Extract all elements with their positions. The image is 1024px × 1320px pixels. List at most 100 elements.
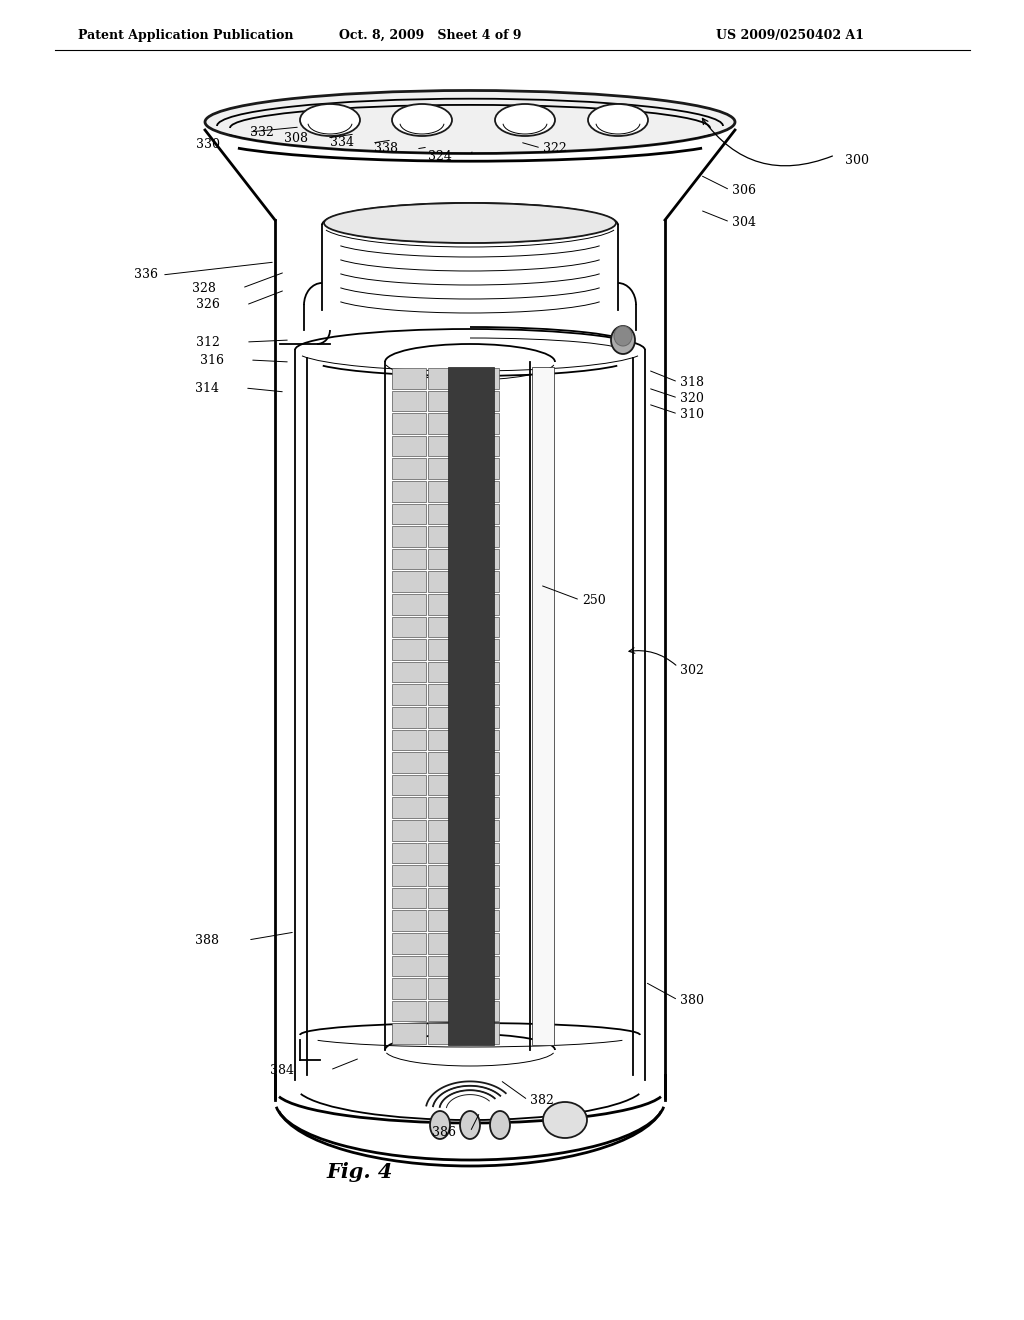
Bar (428, 956, 463, 977)
Bar (428, 842, 463, 863)
Text: 318: 318 (680, 375, 705, 388)
Bar (465, 888, 499, 908)
Text: 300: 300 (845, 153, 869, 166)
Bar (465, 684, 499, 705)
Ellipse shape (611, 326, 635, 354)
Bar (392, 549, 426, 569)
Bar (465, 549, 499, 569)
Text: US 2009/0250402 A1: US 2009/0250402 A1 (716, 29, 864, 41)
Bar (392, 956, 426, 977)
Bar (428, 708, 463, 727)
Bar (465, 775, 499, 796)
Bar (428, 797, 463, 818)
Bar (465, 933, 499, 953)
Bar (392, 594, 426, 615)
Bar (465, 708, 499, 727)
Text: 324: 324 (428, 149, 452, 162)
Bar (392, 978, 426, 999)
Bar (392, 820, 426, 841)
Bar (465, 639, 499, 660)
Bar (428, 413, 463, 434)
Bar (465, 752, 499, 772)
Text: 328: 328 (193, 281, 216, 294)
Bar (392, 865, 426, 886)
Bar (428, 888, 463, 908)
Bar (392, 1023, 426, 1044)
Text: 316: 316 (200, 354, 224, 367)
Bar (392, 708, 426, 727)
Bar (392, 1001, 426, 1022)
Text: 326: 326 (196, 298, 220, 312)
Bar (465, 504, 499, 524)
Text: 386: 386 (432, 1126, 456, 1138)
Text: 302: 302 (680, 664, 703, 676)
Bar (428, 436, 463, 457)
Bar (465, 413, 499, 434)
Bar (428, 661, 463, 682)
Bar (428, 480, 463, 502)
Bar (392, 661, 426, 682)
Text: 306: 306 (732, 183, 756, 197)
Bar (465, 820, 499, 841)
Bar (392, 639, 426, 660)
Ellipse shape (614, 326, 632, 346)
Bar (428, 458, 463, 479)
Bar (392, 458, 426, 479)
Bar (392, 436, 426, 457)
Bar (392, 797, 426, 818)
Bar (465, 865, 499, 886)
Text: 330: 330 (196, 139, 220, 152)
Bar (392, 616, 426, 638)
Text: 320: 320 (680, 392, 703, 404)
Bar (465, 480, 499, 502)
Ellipse shape (490, 1111, 510, 1139)
Bar (428, 775, 463, 796)
Ellipse shape (588, 104, 648, 136)
Bar (392, 730, 426, 750)
Ellipse shape (460, 1111, 480, 1139)
Text: 388: 388 (195, 933, 219, 946)
Bar (392, 413, 426, 434)
Bar (392, 842, 426, 863)
Bar (465, 572, 499, 591)
Text: 332: 332 (250, 125, 273, 139)
Text: 308: 308 (284, 132, 308, 144)
Text: 322: 322 (543, 141, 566, 154)
Bar (465, 842, 499, 863)
Bar (428, 639, 463, 660)
Bar (392, 391, 426, 412)
Bar (449, 367, 494, 1045)
Bar (392, 504, 426, 524)
Bar (428, 504, 463, 524)
Bar (465, 1023, 499, 1044)
Ellipse shape (300, 104, 360, 136)
Bar (531, 367, 554, 1045)
Bar (428, 978, 463, 999)
Text: 250: 250 (582, 594, 606, 606)
Bar (392, 684, 426, 705)
Ellipse shape (324, 203, 616, 243)
Text: 304: 304 (732, 215, 756, 228)
Bar (428, 527, 463, 546)
Bar (392, 527, 426, 546)
Bar (428, 730, 463, 750)
Bar (465, 797, 499, 818)
Ellipse shape (205, 91, 735, 153)
Bar (428, 911, 463, 931)
Bar (392, 368, 426, 388)
Bar (428, 368, 463, 388)
Text: 312: 312 (196, 335, 220, 348)
Bar (465, 911, 499, 931)
Bar (392, 911, 426, 931)
Ellipse shape (392, 104, 452, 136)
Text: 338: 338 (374, 143, 398, 156)
Bar (465, 661, 499, 682)
Bar (392, 480, 426, 502)
Bar (465, 616, 499, 638)
Bar (465, 594, 499, 615)
Bar (428, 820, 463, 841)
Text: Oct. 8, 2009   Sheet 4 of 9: Oct. 8, 2009 Sheet 4 of 9 (339, 29, 521, 41)
Bar (428, 1001, 463, 1022)
Bar (428, 752, 463, 772)
Text: 382: 382 (530, 1093, 554, 1106)
